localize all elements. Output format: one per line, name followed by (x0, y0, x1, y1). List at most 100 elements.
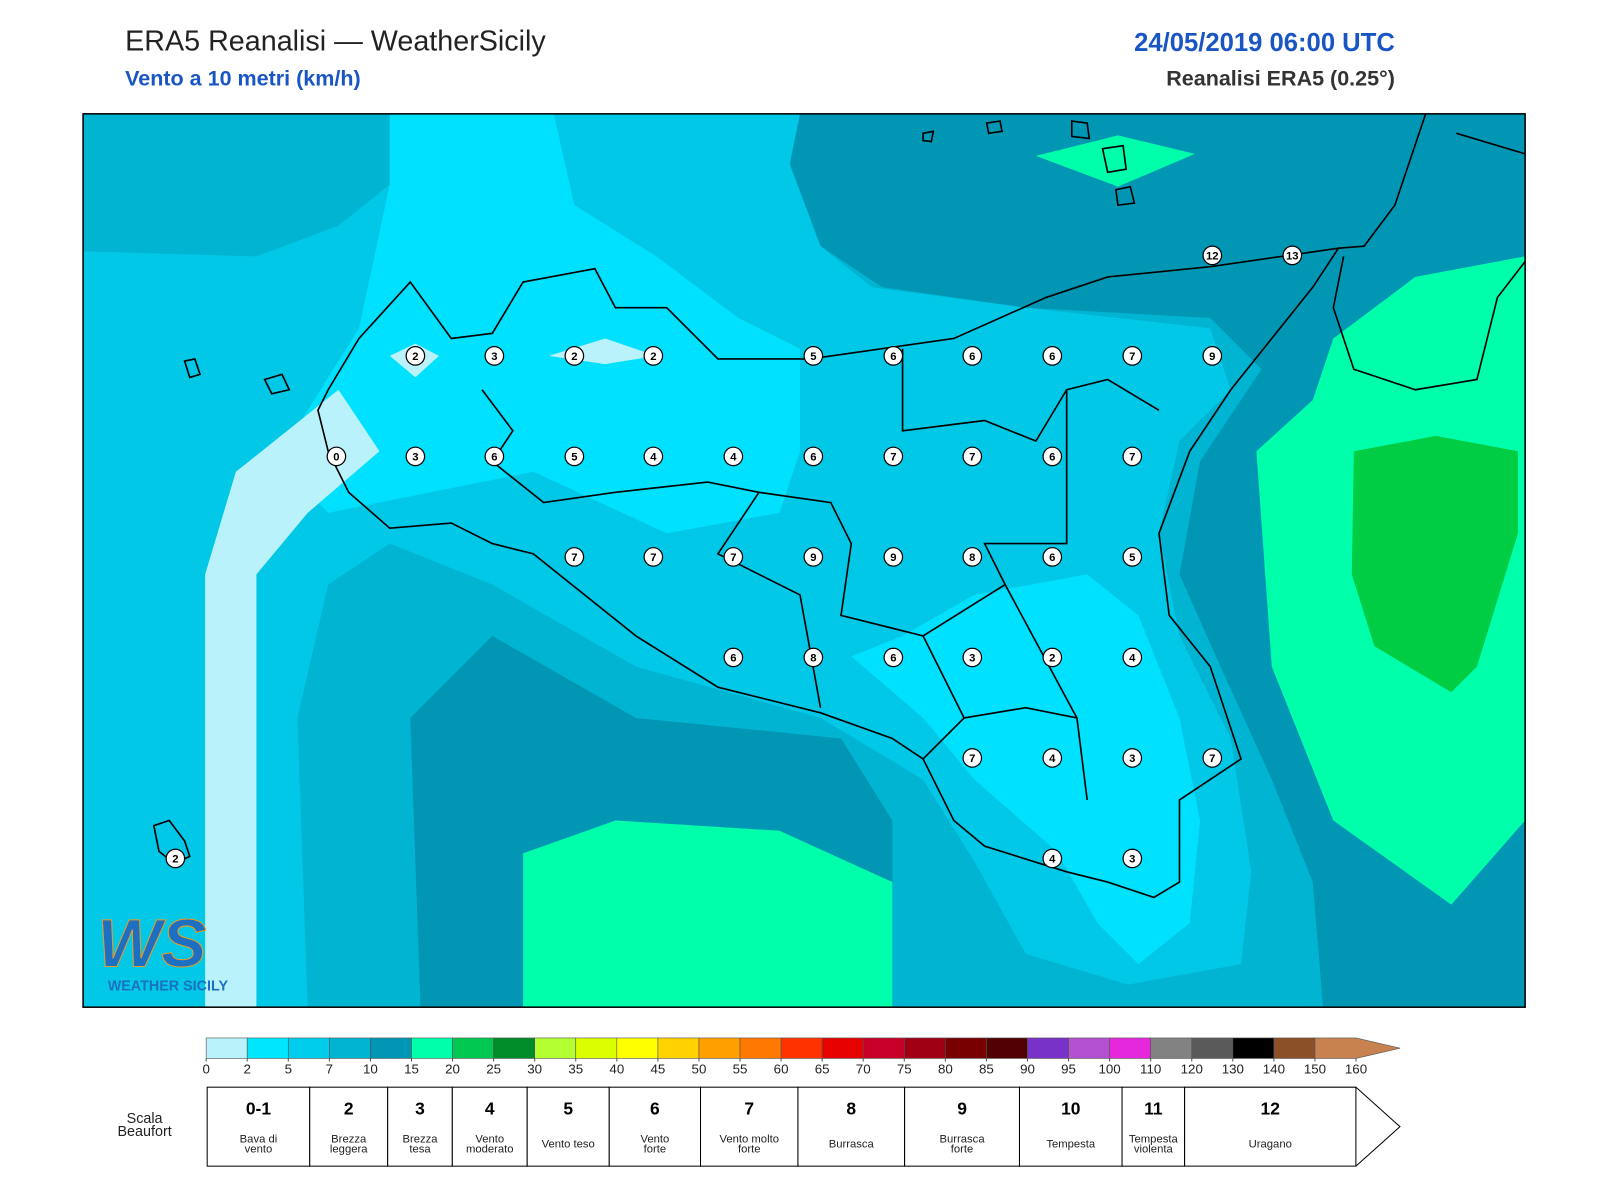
station-value: 7 (969, 451, 975, 463)
title: ERA5 Reanalisi — WeatherSicily (125, 26, 546, 58)
colorbar-swatch (698, 1037, 741, 1059)
field (1351, 435, 1518, 693)
colorbar-swatch (1191, 1037, 1234, 1059)
station-marker (643, 547, 664, 567)
map-frame (82, 113, 1526, 1008)
colorbar-tick-label: 140 (1263, 1061, 1285, 1076)
station-marker (803, 647, 824, 668)
beaufort-description: leggera (330, 1144, 368, 1156)
station-marker (643, 446, 664, 467)
beaufort-cell (700, 1086, 799, 1167)
colorbar-swatch (739, 1037, 782, 1059)
beaufort-description: Vento (640, 1133, 669, 1145)
beaufort-force: 7 (744, 1098, 754, 1118)
colorbar-arrow (1314, 1037, 1401, 1059)
station-marker (1042, 547, 1063, 567)
station-value: 3 (1129, 853, 1135, 865)
station-value: 9 (890, 552, 896, 564)
beaufort-label: Beaufort (117, 1124, 171, 1140)
beaufort-description: Brezza (402, 1133, 438, 1145)
beaufort-cell (451, 1086, 528, 1167)
colorbar-tick-label: 85 (979, 1061, 994, 1076)
colorbar-swatch (986, 1037, 1028, 1059)
beaufort-cell (1018, 1086, 1123, 1167)
colorbar-swatch (205, 1037, 248, 1059)
station-value: 7 (890, 451, 896, 463)
station-marker (883, 547, 904, 567)
beaufort-force: 4 (485, 1098, 495, 1118)
colorbar-tick-label: 7 (326, 1061, 333, 1076)
beaufort-force: 0-1 (246, 1098, 271, 1118)
beaufort-description: Vento molto (719, 1133, 779, 1145)
station-value: 6 (1049, 351, 1055, 363)
colorbar-swatch (1232, 1037, 1275, 1059)
colorbar-swatch (452, 1037, 494, 1059)
beaufort-description: moderato (466, 1144, 514, 1156)
station-value: 3 (412, 451, 418, 463)
beaufort-description: Burrasca (940, 1133, 986, 1145)
station-marker (1122, 848, 1143, 869)
station-marker (484, 346, 505, 366)
colorbar-tick-label: 55 (733, 1061, 748, 1076)
station-value: 4 (1049, 853, 1056, 865)
colorbar: 0 2 5 7 10 15 20 25 30 35 40 45 50 55 60 65 70 75 80 85 90 95… (202, 1037, 1401, 1076)
subtitle: Vento a 10 metri (km/h) (125, 67, 361, 91)
station-marker (1042, 647, 1063, 668)
source: Reanalisi ERA5 (0.25°) (1166, 67, 1395, 91)
beaufort-description: forte (644, 1144, 667, 1156)
colorbar-swatch (862, 1037, 905, 1059)
colorbar-swatch (1027, 1037, 1069, 1059)
colorbar-tick-label: 70 (856, 1061, 871, 1076)
station-marker (1042, 848, 1063, 869)
station-value: 4 (730, 451, 737, 463)
station-marker (1282, 245, 1303, 266)
station-marker (1202, 346, 1223, 366)
station-value: 2 (650, 351, 656, 363)
station-marker (962, 547, 983, 567)
station-marker (1122, 346, 1143, 366)
beaufort-cell (526, 1086, 610, 1167)
beaufort-description: tesa (409, 1144, 431, 1156)
beaufort-force: 8 (846, 1098, 856, 1118)
station-marker (1122, 547, 1143, 567)
station-value: 6 (730, 652, 736, 664)
station-value: 7 (1129, 351, 1135, 363)
station-value: 2 (571, 351, 577, 363)
station-value: 6 (890, 351, 896, 363)
field (523, 820, 893, 1008)
station-marker (962, 748, 983, 768)
logo-mark: WS (97, 907, 206, 982)
station-value: 6 (969, 351, 975, 363)
station-value: 7 (969, 753, 975, 765)
station-marker (326, 446, 347, 467)
station-marker (803, 346, 824, 366)
station-value: 7 (1209, 753, 1215, 765)
field (205, 389, 380, 1008)
station-value: 3 (1129, 753, 1135, 765)
beaufort-description: vento (245, 1144, 273, 1156)
map: 2 3 2 2 5 6 6 6 7 9 0 3 6 5 4 4 6 7 7 6 7 7 7 7 9 9 8 6 5 6 8 6 3 2 4 7 4 3 7 4… (82, 113, 1526, 1008)
station-value: 9 (810, 552, 816, 564)
station-value: 2 (172, 853, 178, 865)
station-value: 7 (730, 552, 736, 564)
colorbar-tick-label: 75 (897, 1061, 912, 1076)
field (851, 574, 1200, 965)
beaufort-description: Tempesta (1129, 1133, 1179, 1145)
station-marker (723, 647, 744, 668)
station-marker (962, 346, 983, 366)
beaufort-cell (1184, 1086, 1401, 1167)
colorbar-swatch (616, 1037, 659, 1059)
beaufort-force: 2 (344, 1098, 354, 1118)
beaufort-description: Vento teso (542, 1139, 595, 1151)
logo-name: WEATHER SICILY (108, 978, 229, 994)
colorbar-tick-label: 45 (650, 1061, 665, 1076)
station-marker (723, 547, 744, 567)
beaufort-description: Uragano (1249, 1139, 1292, 1151)
station-value: 5 (1129, 552, 1135, 564)
colorbar-tick-label: 10 (363, 1061, 378, 1076)
beaufort-label: Scala (127, 1111, 163, 1127)
station-marker (1042, 346, 1063, 366)
beaufort-cell (904, 1086, 1020, 1167)
